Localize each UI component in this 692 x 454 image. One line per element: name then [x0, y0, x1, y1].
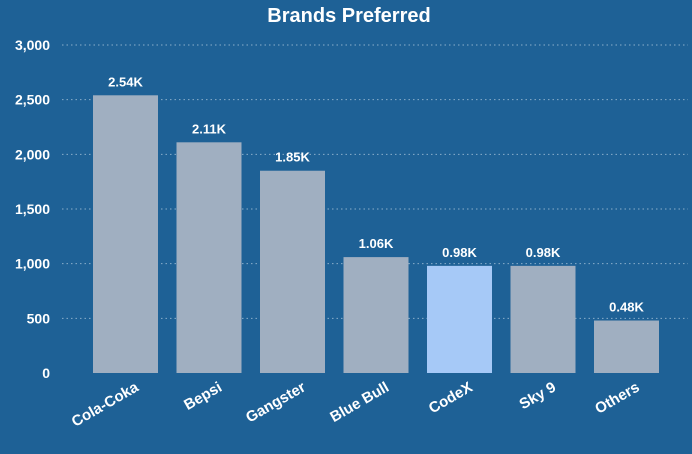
x-tick-label: Bepsi — [181, 379, 225, 414]
x-axis-ticks: Cola-Coka Bepsi Gangster Blue Bull CodeX Sky … — [69, 378, 643, 430]
y-tick-label: 500 — [27, 310, 51, 326]
bar-cola-coka[interactable] — [93, 95, 158, 373]
chart-title: Brands Preferred — [267, 5, 430, 27]
data-label: 2.11K — [192, 121, 227, 136]
data-label: 1.85K — [275, 150, 310, 165]
x-tick-label: Gangster — [243, 379, 309, 427]
data-label: 0.48K — [609, 300, 644, 315]
bar-gangster[interactable] — [260, 170, 325, 373]
data-label: 0.98K — [526, 245, 561, 260]
x-tick-label: Others — [592, 379, 642, 418]
y-tick-label: 1,000 — [15, 256, 50, 272]
x-tick-label: Cola-Coka — [69, 378, 142, 430]
bars — [93, 95, 659, 373]
data-label: 2.54K — [108, 74, 143, 89]
data-labels: 2.54K 2.11K 1.85K 1.06K 0.98K 0.98K 0.48K — [108, 74, 644, 314]
x-tick-label: CodeX — [426, 379, 476, 417]
y-tick-label: 0 — [42, 365, 50, 381]
bar-codex[interactable] — [427, 265, 492, 373]
bar-blue-bull[interactable] — [343, 257, 409, 373]
y-tick-label: 1,500 — [15, 201, 50, 217]
gridlines — [62, 44, 688, 319]
data-label: 1.06K — [359, 236, 394, 251]
y-tick-label: 2,500 — [15, 92, 50, 108]
bar-sky-9[interactable] — [510, 265, 576, 373]
bar-bepsi[interactable] — [176, 142, 242, 373]
bar-others[interactable] — [594, 320, 659, 373]
x-tick-label: Sky 9 — [517, 379, 559, 413]
x-tick-label: Blue Bull — [327, 379, 392, 426]
y-tick-label: 3,000 — [15, 37, 50, 53]
y-axis-ticks: 0 500 1,000 1,500 2,000 2,500 3,000 — [15, 37, 50, 381]
data-label: 0.98K — [442, 245, 477, 260]
y-tick-label: 2,000 — [15, 146, 50, 162]
